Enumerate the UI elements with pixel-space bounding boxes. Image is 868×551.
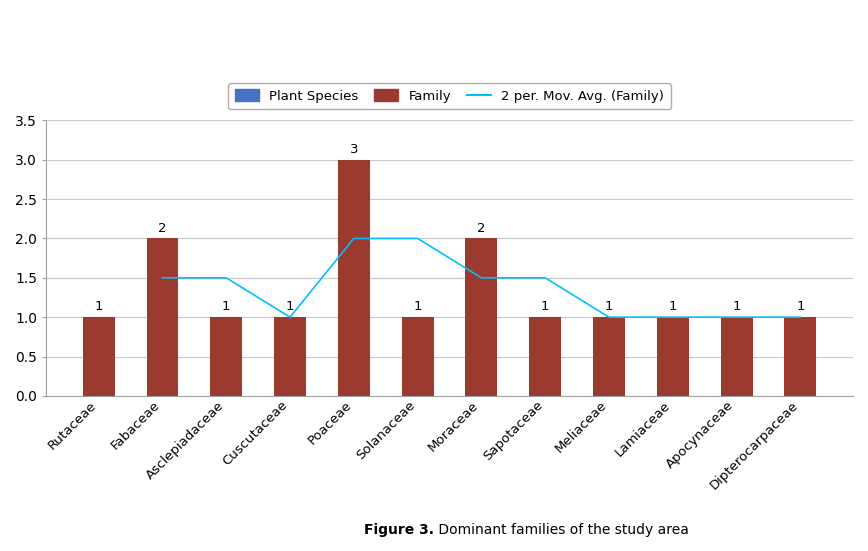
Text: 1: 1 [605, 300, 614, 313]
Bar [402, 317, 433, 396]
Bar [465, 239, 497, 396]
Text: Figure 3.: Figure 3. [364, 523, 434, 537]
Bar [720, 317, 753, 396]
Text: 1: 1 [733, 300, 740, 313]
Bar [82, 317, 115, 396]
Bar [338, 160, 370, 396]
Text: 1: 1 [413, 300, 422, 313]
Text: 3: 3 [350, 143, 358, 156]
Bar [593, 317, 625, 396]
Text: 1: 1 [286, 300, 294, 313]
Text: Dominant families of the study area: Dominant families of the study area [434, 523, 689, 537]
Bar [785, 317, 816, 396]
Text: 1: 1 [222, 300, 231, 313]
Text: 2: 2 [158, 222, 167, 235]
Text: 1: 1 [796, 300, 805, 313]
Bar [147, 239, 179, 396]
Legend: Plant Species, Family, 2 per. Mov. Avg. (Family): Plant Species, Family, 2 per. Mov. Avg. … [228, 83, 671, 110]
Bar [529, 317, 561, 396]
Text: 1: 1 [668, 300, 677, 313]
Text: 1: 1 [95, 300, 103, 313]
Bar [657, 317, 688, 396]
Bar [210, 317, 242, 396]
Text: 1: 1 [541, 300, 549, 313]
Text: 2: 2 [477, 222, 486, 235]
Bar [274, 317, 306, 396]
